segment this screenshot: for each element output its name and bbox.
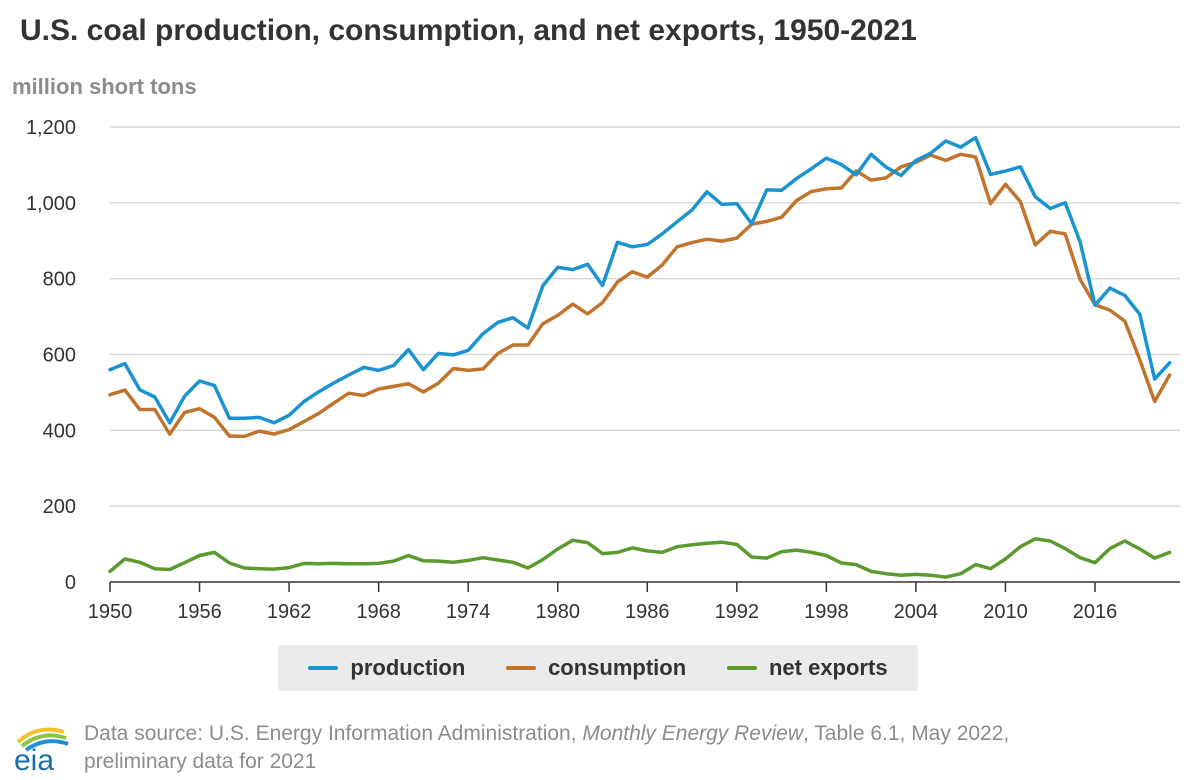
series-lines — [108, 135, 1172, 579]
y-tick-label: 0 — [65, 572, 76, 594]
x-tick-label: 1992 — [715, 601, 760, 623]
x-tick-label: 1974 — [446, 601, 491, 623]
footer: eia Data source: U.S. Energy Information… — [12, 718, 1192, 778]
legend-swatch-net-exports — [726, 666, 757, 670]
y-axis-ticks: 0 200 400 600 800 1,000 1,200 — [26, 117, 76, 594]
y-tick-label: 1,200 — [26, 117, 76, 139]
source-publication: Monthly Energy Review — [582, 722, 803, 745]
legend: production consumption net exports — [278, 645, 918, 691]
x-tick-label: 1962 — [267, 601, 312, 623]
x-tick-label: 1950 — [88, 601, 133, 623]
x-tick-label: 2016 — [1073, 601, 1118, 623]
legend-label-net-exports: net exports — [768, 655, 888, 680]
series-line-consumption[interactable] — [108, 152, 1172, 439]
legend-label-production: production — [350, 655, 466, 680]
eia-logo: eia — [14, 727, 69, 774]
source-prefix: Data source: U.S. Energy Information Adm… — [84, 722, 583, 745]
logo-text: eia — [14, 744, 54, 774]
legend-item-net-exports[interactable]: net exports — [726, 655, 888, 681]
y-tick-label: 800 — [43, 269, 76, 291]
x-tick-label: 2004 — [894, 601, 939, 623]
x-tick-label: 1998 — [804, 601, 849, 623]
line-chart: 0 200 400 600 800 1,000 1,200 1950 1956 1962 1968… — [26, 117, 1180, 623]
x-tick-label: 2010 — [983, 601, 1028, 623]
chart-title: U.S. coal production, consumption, and n… — [20, 14, 917, 47]
source-line2: preliminary data for 2021 — [84, 750, 317, 773]
legend-label-consumption: consumption — [548, 655, 687, 680]
y-tick-label: 400 — [43, 420, 76, 442]
y-axis-unit-label: million short tons — [12, 74, 197, 99]
series-line-production[interactable] — [108, 135, 1172, 425]
legend-swatch-consumption — [506, 666, 537, 670]
x-tick-label: 1956 — [177, 601, 222, 623]
x-tick-label: 1980 — [535, 601, 580, 623]
legend-item-production[interactable]: production — [308, 655, 465, 681]
legend-item-consumption[interactable]: consumption — [506, 655, 686, 681]
x-axis: 1950 1956 1962 1968 1974 1980 1986 1992 1998 2004… — [88, 581, 1180, 623]
x-tick-label: 1968 — [356, 601, 401, 623]
data-source-note: Data source: U.S. Energy Information Adm… — [84, 720, 1094, 776]
y-tick-label: 200 — [43, 496, 76, 518]
gridlines — [110, 126, 1180, 507]
x-tick-label: 1986 — [625, 601, 670, 623]
y-tick-label: 600 — [43, 345, 76, 367]
source-suffix: , Table 6.1, May 2022, — [803, 722, 1010, 745]
legend-swatch-production — [308, 666, 339, 670]
y-tick-label: 1,000 — [26, 193, 76, 215]
series-line-net-exports[interactable] — [108, 537, 1172, 579]
